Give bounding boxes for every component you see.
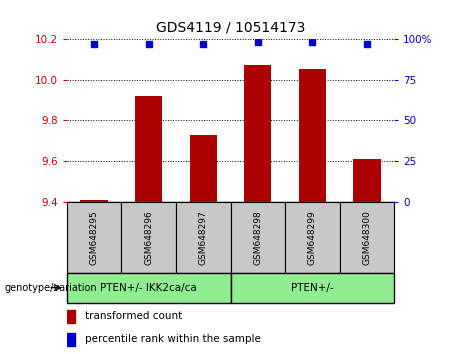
Text: percentile rank within the sample: percentile rank within the sample xyxy=(84,335,260,344)
Text: GSM648298: GSM648298 xyxy=(253,210,262,264)
Bar xyxy=(340,202,394,273)
Text: GSM648299: GSM648299 xyxy=(308,210,317,264)
Bar xyxy=(230,273,394,303)
Text: GSM648296: GSM648296 xyxy=(144,210,153,264)
Bar xyxy=(299,69,326,202)
Bar xyxy=(189,135,217,202)
Text: genotype/variation: genotype/variation xyxy=(5,282,97,293)
Bar xyxy=(67,202,121,273)
Bar xyxy=(285,202,340,273)
Bar xyxy=(176,202,230,273)
Bar xyxy=(67,273,230,303)
Text: GSM648300: GSM648300 xyxy=(362,210,372,265)
Text: PTEN+/-: PTEN+/- xyxy=(291,282,334,293)
Bar xyxy=(353,159,380,202)
Text: GSM648295: GSM648295 xyxy=(89,210,99,264)
Text: GSM648297: GSM648297 xyxy=(199,210,208,264)
Bar xyxy=(244,65,272,202)
Bar xyxy=(67,333,75,346)
Bar xyxy=(121,202,176,273)
Text: transformed count: transformed count xyxy=(84,312,182,321)
Bar xyxy=(81,200,108,202)
Title: GDS4119 / 10514173: GDS4119 / 10514173 xyxy=(156,21,305,35)
Bar xyxy=(230,202,285,273)
Bar xyxy=(67,310,75,323)
Text: PTEN+/- IKK2ca/ca: PTEN+/- IKK2ca/ca xyxy=(100,282,197,293)
Bar xyxy=(135,96,162,202)
